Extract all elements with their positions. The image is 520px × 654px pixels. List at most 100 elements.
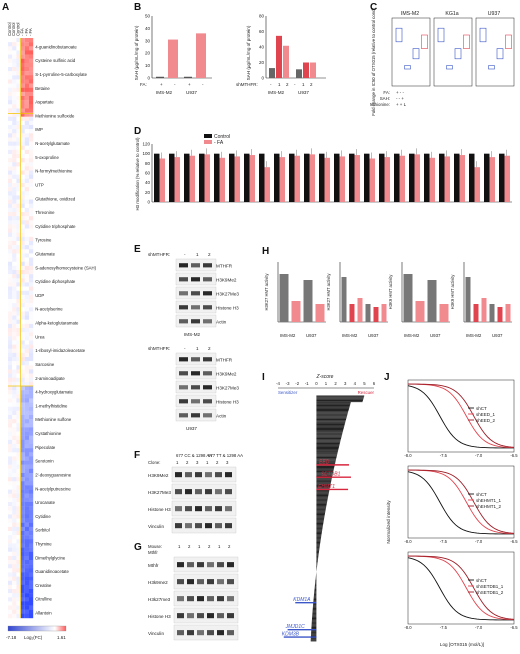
heatmap-cell xyxy=(24,100,29,105)
metabolite-label: Cytidine xyxy=(35,514,51,519)
heatmap-cell xyxy=(20,597,25,602)
bar xyxy=(291,301,301,322)
heatmap-cell xyxy=(20,535,25,540)
heatmap-cell xyxy=(29,71,34,76)
legend-label: Control xyxy=(214,134,230,140)
heatmap-cell xyxy=(8,249,13,254)
heatmap-cell xyxy=(8,481,13,486)
heatmap-cell xyxy=(24,593,29,598)
box xyxy=(496,48,504,60)
metabolite-label: Cystathionine xyxy=(35,431,62,436)
heatmap-cell xyxy=(12,485,17,490)
tick-label: 40 xyxy=(145,180,151,185)
blot-label: Actin xyxy=(216,413,227,418)
metabolite-label: 4-guanidinobutanoate xyxy=(35,44,77,49)
heatmap-cell xyxy=(29,253,34,258)
heatmap-cell xyxy=(12,116,17,122)
heatmap-cell xyxy=(8,502,13,507)
heatmap-cell xyxy=(29,199,34,204)
heatmap-cell xyxy=(24,551,29,557)
heatmap-cell xyxy=(8,584,13,590)
group-label: U937 xyxy=(186,90,197,95)
heatmap-cell xyxy=(20,340,25,345)
heatmap-cell xyxy=(8,311,13,316)
western-blot-g: Mouse: 1 2 1 2 1 2 Mthfr Mthfr H3k9me2 H3k27me3 His… xyxy=(148,544,239,641)
heatmap-cell xyxy=(20,473,25,478)
blot-strip xyxy=(171,483,237,500)
legend-label: shEHMT1_2 xyxy=(476,504,502,509)
heatmap-cell xyxy=(24,539,29,544)
blot-band xyxy=(191,413,200,418)
heatmap-cell xyxy=(24,212,29,217)
blot-band xyxy=(195,523,202,529)
heatmap-cell xyxy=(20,489,25,494)
heatmap-cell xyxy=(16,108,21,113)
heatmap-cell xyxy=(8,435,13,441)
blot-band xyxy=(197,630,204,636)
heatmap-cell xyxy=(20,228,25,233)
heatmap-cell xyxy=(16,54,21,59)
heatmap-cell xyxy=(16,526,21,532)
tick-label: -7.0 xyxy=(475,453,483,458)
heatmap-cell xyxy=(8,178,13,184)
blot-band xyxy=(187,630,194,636)
subplot-title: U937 xyxy=(488,11,501,17)
blot-band xyxy=(195,506,202,512)
heatmap-cell xyxy=(8,199,13,204)
heatmap-cell xyxy=(16,294,21,300)
fa-mark: + xyxy=(160,82,163,87)
heatmap-cell xyxy=(24,58,29,64)
panel-letter-e: E xyxy=(134,244,141,255)
heatmap-cell xyxy=(24,535,29,540)
heatmap-cell xyxy=(8,572,13,577)
heatmap-cell xyxy=(20,468,25,474)
heatmap-cell xyxy=(29,601,34,606)
clone-label: Clone: xyxy=(148,460,160,465)
heatmap-cell xyxy=(20,203,25,209)
heatmap-cell xyxy=(20,129,25,134)
bar-fa xyxy=(414,154,420,202)
heatmap-cell xyxy=(8,506,13,511)
heatmap-cell xyxy=(16,62,21,68)
heatmap-cell xyxy=(16,261,21,267)
heatmap-cell xyxy=(16,361,21,366)
h3-modification-chart: H3 modification (% relative to control) 0… xyxy=(135,134,512,210)
heatmap-cell xyxy=(8,282,13,287)
heatmap-column-label: - FA xyxy=(24,28,29,36)
heatmap-cell xyxy=(20,381,25,387)
heatmap-cell xyxy=(29,58,34,64)
heatmap-cell xyxy=(20,522,25,528)
heatmap-cell xyxy=(8,381,13,387)
metabolite-label: Thymine xyxy=(35,542,52,547)
heatmap-cell xyxy=(8,270,13,275)
heatmap-cell xyxy=(29,568,34,573)
ylabel: H3K27 HMT activity xyxy=(326,273,331,311)
blot-label: Histone H3 xyxy=(216,399,239,404)
heatmap-cell xyxy=(29,497,34,503)
metabolite-label: UDP xyxy=(35,293,44,298)
heatmap-cell xyxy=(29,104,34,109)
heatmap-cell xyxy=(16,357,21,362)
heatmap-cell xyxy=(12,555,17,561)
panel-letter-c: C xyxy=(370,2,378,13)
heatmap-cell xyxy=(29,166,34,171)
heatmap-cell xyxy=(8,427,13,432)
panel-letter-i: I xyxy=(262,372,265,383)
box xyxy=(505,34,512,49)
blot-band xyxy=(227,596,234,602)
ylabel: Fold change in IC50 of OTX015 (relative … xyxy=(371,8,376,116)
heatmap-cell xyxy=(20,415,25,420)
heatmap-cell xyxy=(20,187,25,192)
blot-band xyxy=(205,472,212,478)
blot-band xyxy=(179,277,188,282)
heatmap-cell xyxy=(8,402,13,407)
heatmap-cell xyxy=(24,485,29,490)
heatmap-cell xyxy=(8,253,13,258)
heatmap-cell xyxy=(12,311,17,316)
heatmap-cell xyxy=(8,589,13,594)
heatmap-cell xyxy=(12,419,17,424)
colorbar-max: 1.61 xyxy=(57,635,66,640)
heatmap-cell xyxy=(12,365,17,370)
blot-strip xyxy=(173,573,239,590)
heatmap-cell xyxy=(8,323,13,329)
